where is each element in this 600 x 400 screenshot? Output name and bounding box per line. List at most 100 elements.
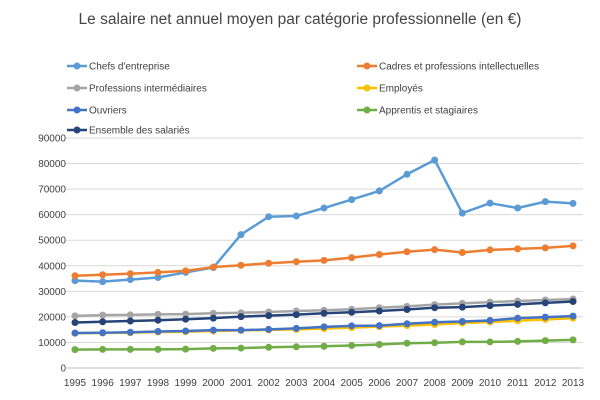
- data-point: [71, 277, 79, 285]
- legend-item: Employés: [357, 84, 423, 95]
- legend-item: Apprentis et stagiaires: [357, 106, 478, 117]
- data-point: [126, 345, 134, 353]
- data-point: [320, 323, 328, 331]
- data-point: [265, 213, 273, 221]
- data-point: [209, 309, 217, 317]
- legend-swatch-marker: [73, 126, 81, 134]
- data-point: [292, 311, 300, 319]
- data-point: [320, 342, 328, 350]
- data-point: [209, 344, 217, 352]
- chart-gridlines: [65, 137, 583, 343]
- data-point: [486, 316, 494, 324]
- data-point: [182, 310, 190, 318]
- data-point: [375, 340, 383, 348]
- x-tick-label: 2010: [479, 378, 502, 389]
- y-tick-label: 0: [60, 364, 66, 375]
- data-point: [182, 315, 190, 323]
- data-point: [209, 314, 217, 322]
- x-tick-label: 2002: [258, 378, 281, 389]
- data-point: [237, 261, 245, 269]
- data-point: [458, 338, 466, 346]
- data-point: [292, 212, 300, 220]
- x-tick-label: 2006: [368, 378, 391, 389]
- data-point: [209, 326, 217, 334]
- data-point: [348, 254, 356, 262]
- data-point: [237, 344, 245, 352]
- x-tick-label: 2009: [451, 378, 474, 389]
- data-point: [292, 324, 300, 332]
- data-point: [541, 299, 549, 307]
- data-point: [126, 311, 134, 319]
- data-point: [348, 196, 356, 204]
- data-point: [292, 343, 300, 351]
- x-tick-label: 2011: [507, 378, 529, 389]
- legend-item: Ouvriers: [67, 106, 127, 117]
- data-point: [126, 276, 134, 284]
- x-tick-label: 1996: [92, 378, 115, 389]
- y-tick-label: 80000: [38, 159, 66, 170]
- data-point: [154, 316, 162, 324]
- y-tick-label: 90000: [38, 134, 66, 145]
- data-point: [265, 312, 273, 320]
- data-point: [458, 248, 466, 256]
- x-tick-label: 2008: [424, 378, 447, 389]
- x-tick-label: 1998: [147, 378, 170, 389]
- data-point: [375, 187, 383, 195]
- legend-label: Cadres et professions intellectuelles: [379, 62, 539, 73]
- y-tick-label: 20000: [38, 312, 66, 323]
- data-point: [265, 325, 273, 333]
- x-tick-label: 2013: [562, 378, 585, 389]
- data-point: [514, 337, 522, 345]
- series-group: [71, 336, 577, 354]
- data-point: [569, 298, 577, 306]
- series-group: [71, 242, 577, 280]
- data-point: [348, 322, 356, 330]
- legend-item: Cadres et professions intellectuelles: [357, 62, 539, 73]
- data-point: [126, 270, 134, 278]
- data-point: [154, 327, 162, 335]
- data-point: [99, 271, 107, 279]
- data-point: [541, 198, 549, 206]
- data-point: [209, 263, 217, 271]
- legend-swatch-marker: [363, 84, 371, 92]
- y-tick-label: 10000: [38, 338, 66, 349]
- data-point: [237, 231, 245, 239]
- x-tick-label: 1999: [175, 378, 198, 389]
- data-point: [458, 317, 466, 325]
- y-axis: 0 10000 20000 30000 40000 50000 60000 70000 8000…: [38, 134, 66, 375]
- data-point: [486, 246, 494, 254]
- data-point: [403, 170, 411, 178]
- data-point: [514, 245, 522, 253]
- data-point: [431, 304, 439, 312]
- data-point: [514, 204, 522, 212]
- data-point: [458, 209, 466, 217]
- x-tick-label: 1997: [119, 378, 142, 389]
- data-point: [458, 303, 466, 311]
- chart-title: Le salaire net annuel moyen par catégori…: [79, 11, 522, 28]
- data-point: [375, 251, 383, 259]
- data-point: [99, 311, 107, 319]
- data-point: [569, 336, 577, 344]
- data-point: [348, 342, 356, 350]
- data-point: [71, 346, 79, 354]
- data-point: [292, 258, 300, 266]
- legend-label: Professions intermédiaires: [89, 84, 207, 95]
- data-point: [431, 246, 439, 254]
- legend-label: Ouvriers: [89, 106, 127, 117]
- data-point: [237, 326, 245, 334]
- x-tick-label: 2001: [230, 378, 253, 389]
- data-point: [541, 244, 549, 252]
- x-tick-label: 2004: [313, 378, 336, 389]
- data-point: [431, 156, 439, 164]
- data-point: [541, 337, 549, 345]
- legend-label: Chefs d'entreprise: [89, 62, 170, 73]
- chart-legend: Chefs d'entreprise Cadres et professions …: [67, 62, 539, 137]
- data-point: [431, 318, 439, 326]
- data-point: [541, 313, 549, 321]
- data-point: [486, 338, 494, 346]
- data-point: [71, 319, 79, 327]
- y-tick-label: 50000: [38, 236, 66, 247]
- y-tick-label: 40000: [38, 261, 66, 272]
- x-tick-label: 2000: [202, 378, 225, 389]
- data-point: [569, 312, 577, 320]
